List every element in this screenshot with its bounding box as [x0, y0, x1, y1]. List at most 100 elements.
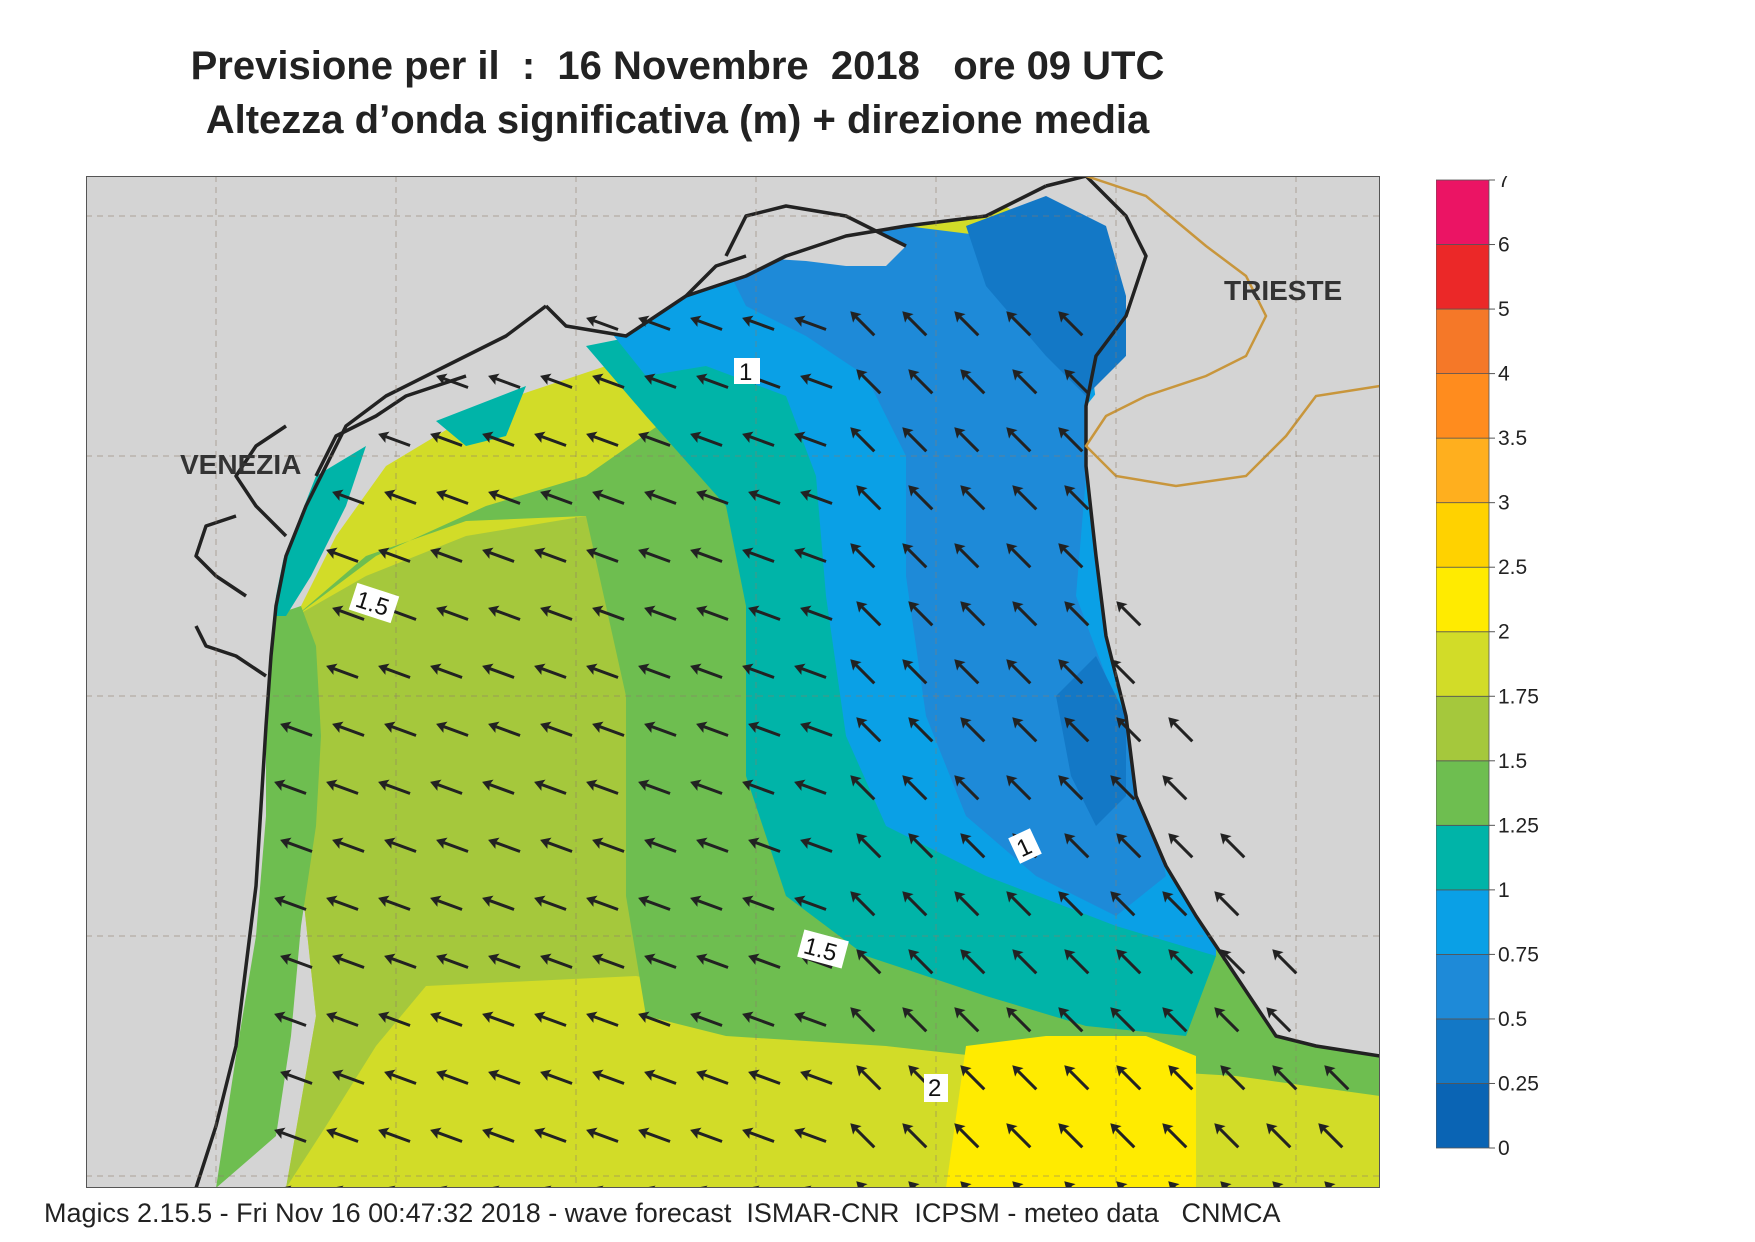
- wave-direction-arrow: [436, 953, 469, 969]
- wave-direction-arrow: [960, 601, 986, 627]
- colorbar-tick-label: 2: [1498, 621, 1510, 644]
- wave-direction-arrow: [908, 601, 934, 627]
- wave-direction-arrow: [384, 837, 417, 853]
- colorbar-cell: [1436, 1083, 1490, 1149]
- wave-direction-arrow: [1006, 1007, 1032, 1033]
- map-frame: [86, 176, 1380, 1188]
- wave-direction-arrow: [794, 431, 827, 447]
- graticule: [86, 176, 1380, 1188]
- wave-direction-arrow: [1064, 833, 1090, 859]
- wave-direction-arrow: [540, 1069, 573, 1085]
- wave-direction-arrow: [644, 721, 677, 737]
- wave-direction-arrow: [800, 1069, 833, 1085]
- colorbar-cell: [1436, 244, 1490, 310]
- colorbar-tick-label: 4: [1498, 363, 1510, 386]
- wave-direction-arrow: [1110, 1007, 1136, 1033]
- wave-direction-arrow: [902, 1007, 928, 1033]
- wave-direction-arrow: [1220, 833, 1246, 859]
- wave-direction-arrow: [696, 605, 729, 621]
- colorbar-cell: [1436, 631, 1490, 697]
- wave-direction-arrow: [690, 895, 723, 911]
- wave-direction-arrow: [690, 663, 723, 679]
- wave-direction-arrow: [1058, 427, 1084, 453]
- wave-direction-arrow: [586, 547, 619, 563]
- wave-direction-arrow: [748, 837, 781, 853]
- wave-direction-arrow: [748, 953, 781, 969]
- wave-direction-arrow: [332, 721, 365, 737]
- wave-direction-arrow: [326, 895, 359, 911]
- wave-direction-arrow: [1012, 717, 1038, 743]
- wave-direction-arrow: [430, 1127, 463, 1143]
- wave-direction-arrow: [534, 895, 567, 911]
- wave-direction-arrow: [1058, 775, 1084, 801]
- wave-direction-arrow: [908, 369, 934, 395]
- coastline-istria: [1045, 176, 1380, 1058]
- wave-direction-arrow: [850, 543, 876, 569]
- wave-direction-arrow: [430, 779, 463, 795]
- wave-direction-arrow: [850, 891, 876, 917]
- wave-direction-arrow: [638, 895, 671, 911]
- wave-direction-arrow: [690, 547, 723, 563]
- wave-direction-arrow: [326, 1011, 359, 1027]
- wave-direction-arrow: [1006, 427, 1032, 453]
- wave-direction-arrow: [1214, 1123, 1240, 1149]
- wave-direction-arrow: [1110, 775, 1136, 801]
- wave-direction-arrow: [1064, 601, 1090, 627]
- wave-direction-arrow: [1058, 891, 1084, 917]
- wave-direction-arrow: [592, 953, 625, 969]
- colorbar-cell: [1436, 179, 1490, 245]
- wave-direction-arrow: [332, 1069, 365, 1085]
- wave-direction-arrow: [274, 895, 307, 911]
- wave-direction-arrow: [902, 543, 928, 569]
- wave-direction-arrow: [488, 837, 521, 853]
- wave-direction-arrow: [800, 721, 833, 737]
- wave-direction-arrow: [902, 891, 928, 917]
- colorbar-tick-label: 1.5: [1498, 750, 1527, 773]
- wave-direction-arrow: [960, 833, 986, 859]
- wave-direction-arrow: [482, 663, 515, 679]
- wave-direction-arrow: [1006, 659, 1032, 685]
- wave-direction-arrow: [1058, 1007, 1084, 1033]
- wave-direction-arrow: [954, 659, 980, 685]
- wave-direction-arrow: [638, 547, 671, 563]
- wave-direction-arrow: [1110, 659, 1136, 685]
- wave-direction-arrow: [436, 373, 469, 389]
- map-subtitle: Altezza d’onda significativa (m) + direz…: [205, 98, 1150, 142]
- wave-direction-arrow: [850, 427, 876, 453]
- wave-direction-arrow: [902, 1123, 928, 1149]
- wave-direction-arrow: [540, 605, 573, 621]
- wave-direction-arrow: [592, 837, 625, 853]
- wave-direction-arrow: [690, 779, 723, 795]
- wave-direction-arrow: [436, 489, 469, 505]
- colorbar-tick-label: 3: [1498, 492, 1510, 515]
- colorbar-tick-label: 6: [1498, 234, 1510, 257]
- colorbar: 0 0.25 0.5 0.75 1 1.25 1.5 1.75 2 2.5 3 3.5 4 5 6 7: [1436, 176, 1539, 1156]
- wave-direction-arrow: [954, 775, 980, 801]
- wave-direction-arrow: [384, 953, 417, 969]
- wave-direction-arrow: [644, 953, 677, 969]
- wave-direction-arrow: [482, 547, 515, 563]
- wave-direction-arrow: [794, 895, 827, 911]
- wave-direction-arrow: [638, 1011, 671, 1027]
- wave-direction-arrow: [1168, 717, 1194, 743]
- wave-direction-arrow: [856, 833, 882, 859]
- wave-direction-arrow: [742, 1127, 775, 1143]
- colorbar-cell: [1436, 1018, 1490, 1084]
- wave-direction-arrow: [436, 1069, 469, 1085]
- wave-direction-arrow: [280, 953, 313, 969]
- wave-direction-arrow: [488, 373, 521, 389]
- wave-direction-arrow: [690, 1011, 723, 1027]
- wave-direction-arrow: [482, 1127, 515, 1143]
- wave-direction-arrow: [586, 315, 619, 331]
- wave-direction-arrow: [1162, 1007, 1188, 1033]
- wave-direction-arrow: [902, 659, 928, 685]
- wave-direction-arrow: [1006, 543, 1032, 569]
- wave-direction-arrow: [856, 949, 882, 975]
- wave-direction-arrow: [960, 1065, 986, 1091]
- wave-direction-arrow: [690, 431, 723, 447]
- wave-direction-arrow: [1324, 1065, 1350, 1091]
- wave-direction-arrow: [856, 601, 882, 627]
- svg-text:2: 2: [928, 1075, 941, 1102]
- wave-direction-arrow: [954, 1007, 980, 1033]
- wave-direction-arrow: [960, 949, 986, 975]
